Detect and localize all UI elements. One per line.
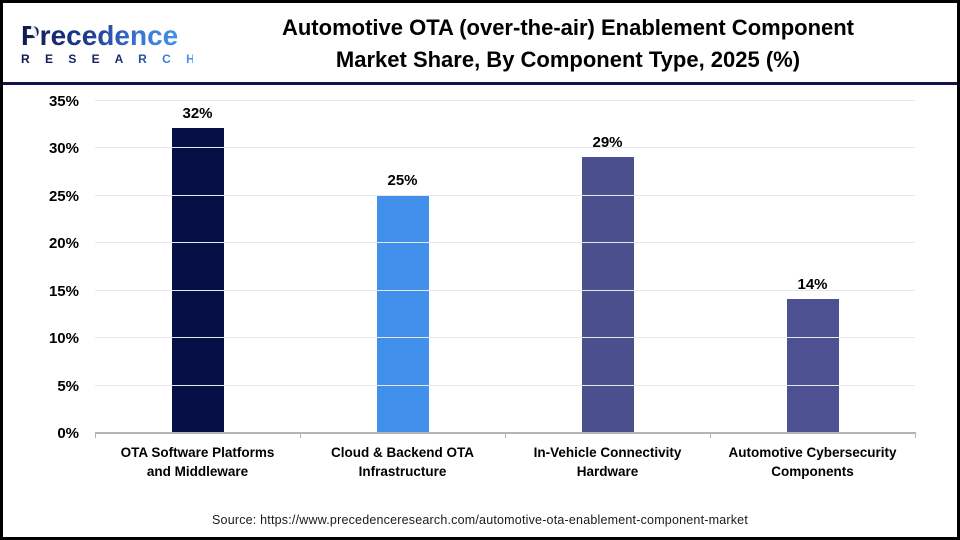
bar	[786, 299, 839, 432]
chart-section: 0% 5% 10% 15% 20% 25% 30% 35% 32% 25% 29% 14% OTA …	[3, 85, 957, 481]
gridline	[95, 289, 915, 291]
y-tick-label: 0%	[57, 425, 79, 442]
y-tick-label: 20%	[48, 235, 79, 253]
x-category-label: Cloud & Backend OTA Infrastructure	[330, 445, 474, 479]
chart-title-line2: Market Share, By Component Type, 2025 (%…	[335, 46, 801, 72]
footer: Source: https://www.precedenceresearch.c…	[3, 511, 957, 529]
gridline	[95, 100, 915, 101]
gridline	[95, 242, 915, 244]
bar-column: 32%	[95, 102, 300, 432]
plot-row: 0% 5% 10% 15% 20% 25% 30% 35% 32% 25% 29% 14%	[17, 93, 916, 442]
x-category-label: In-Vehicle Connectivity Hardware	[533, 445, 682, 479]
bar-value-label: 32%	[182, 105, 213, 123]
bar-columns: 32% 25% 29% 14%	[95, 102, 915, 432]
y-tick-label: 35%	[48, 93, 79, 110]
precedence-research-logo: Precedence R E S E A R C H	[21, 19, 201, 67]
y-tick-label: 10%	[48, 330, 79, 348]
y-tick-label: 25%	[48, 187, 79, 205]
plot-area: 32% 25% 29% 14%	[95, 100, 916, 438]
bar-column: 14%	[710, 102, 915, 432]
x-axis-tick	[300, 432, 301, 438]
source-text: Source: https://www.precedenceresearch.c…	[212, 513, 748, 527]
logo-sub-text: R E S E A R C H	[21, 52, 201, 66]
gridline	[95, 337, 915, 339]
x-axis-labels: OTA Software Platforms and Middleware Clou…	[95, 443, 915, 481]
x-category-label: OTA Software Platforms and Middleware	[120, 445, 275, 479]
bar-column: 29%	[505, 102, 710, 432]
y-axis-labels: 0% 5% 10% 15% 20% 25% 30% 35%	[17, 93, 89, 442]
header-separator	[3, 82, 957, 85]
x-axis-tick	[505, 432, 506, 438]
logo-brand-text: Precedence	[21, 21, 193, 51]
header: Precedence R E S E A R C H Automotive OT…	[3, 3, 957, 82]
bar-value-label: 29%	[592, 133, 623, 151]
gridline	[95, 194, 915, 196]
x-axis-tick	[915, 432, 916, 438]
y-tick-label: 5%	[57, 377, 79, 395]
chart-title: Automotive OTA (over-the-air) Enablement…	[193, 10, 943, 76]
x-axis-tick	[710, 432, 711, 438]
x-axis-tick	[95, 432, 96, 438]
chart-title-line1: Automotive OTA (over-the-air) Enablement…	[281, 14, 855, 40]
gridline	[95, 384, 915, 386]
bar	[581, 156, 634, 432]
y-tick-label: 15%	[48, 282, 79, 300]
bar	[376, 194, 429, 432]
bar	[171, 128, 224, 432]
bar-value-label: 25%	[387, 171, 418, 189]
y-tick-label: 30%	[48, 140, 79, 158]
bar-value-label: 14%	[797, 276, 828, 294]
x-category-label: Automotive Cybersecurity Components	[728, 445, 897, 479]
bar-column: 25%	[300, 102, 505, 432]
gridline	[95, 147, 915, 149]
